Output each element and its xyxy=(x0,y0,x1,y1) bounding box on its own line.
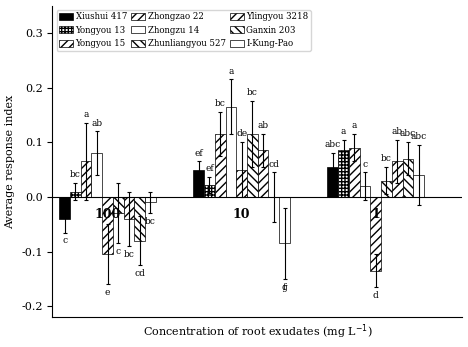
Bar xyxy=(279,197,290,244)
Text: c: c xyxy=(116,247,121,256)
Bar xyxy=(193,170,204,197)
Text: bc: bc xyxy=(124,250,134,259)
Legend: Xiushui 417, Yongyou 13, Yongyou 15, Zhongzao 22, Zhongzu 14, Zhunliangyou 527, : Xiushui 417, Yongyou 13, Yongyou 15, Zho… xyxy=(57,10,311,51)
Text: ef: ef xyxy=(194,149,203,158)
Bar xyxy=(413,175,424,197)
Bar xyxy=(392,161,402,197)
Text: cd: cd xyxy=(134,269,145,278)
Bar xyxy=(402,159,413,197)
Text: g: g xyxy=(282,283,287,292)
Bar xyxy=(215,134,226,197)
Text: a: a xyxy=(341,127,346,136)
Bar xyxy=(134,197,145,241)
Text: d: d xyxy=(373,291,379,300)
Bar xyxy=(124,197,134,219)
Text: ab: ab xyxy=(91,119,102,127)
Text: bc: bc xyxy=(70,170,81,179)
Text: abc: abc xyxy=(325,141,341,150)
Text: c: c xyxy=(62,236,67,245)
Text: ef: ef xyxy=(205,164,214,173)
Text: bc: bc xyxy=(215,99,226,108)
Text: ab: ab xyxy=(257,121,269,130)
Bar xyxy=(80,161,91,197)
Text: e: e xyxy=(105,288,110,297)
Text: 1: 1 xyxy=(371,208,380,221)
Text: abc: abc xyxy=(410,132,427,141)
Text: cd: cd xyxy=(268,160,279,169)
Text: bc: bc xyxy=(145,217,156,226)
Bar xyxy=(226,107,236,197)
Bar xyxy=(258,151,269,197)
Text: 100: 100 xyxy=(95,208,121,221)
Bar xyxy=(370,197,381,271)
Bar xyxy=(359,186,370,197)
Text: 10: 10 xyxy=(233,208,250,221)
Text: a: a xyxy=(83,110,89,119)
Bar xyxy=(70,192,80,197)
Text: bc: bc xyxy=(247,88,258,98)
Y-axis label: Average response index: Average response index xyxy=(6,94,15,229)
Bar xyxy=(236,170,247,197)
Text: c: c xyxy=(362,160,367,169)
Text: abc: abc xyxy=(400,129,416,138)
Text: a: a xyxy=(351,121,357,130)
Bar xyxy=(102,197,113,254)
Bar xyxy=(204,185,215,197)
Text: f: f xyxy=(283,283,286,292)
Bar xyxy=(113,197,124,213)
Bar xyxy=(59,197,70,219)
Bar xyxy=(338,151,349,197)
Bar xyxy=(349,148,359,197)
Text: de: de xyxy=(236,129,247,138)
Bar xyxy=(145,197,156,202)
Bar xyxy=(91,153,102,197)
Text: ab: ab xyxy=(392,127,402,136)
Text: a: a xyxy=(228,67,234,76)
Bar xyxy=(247,134,258,197)
Text: bc: bc xyxy=(381,154,392,163)
Bar xyxy=(381,180,392,197)
X-axis label: Concentration of root exudates (mg L$^{-1}$): Concentration of root exudates (mg L$^{-… xyxy=(143,323,372,341)
Bar xyxy=(328,167,338,197)
